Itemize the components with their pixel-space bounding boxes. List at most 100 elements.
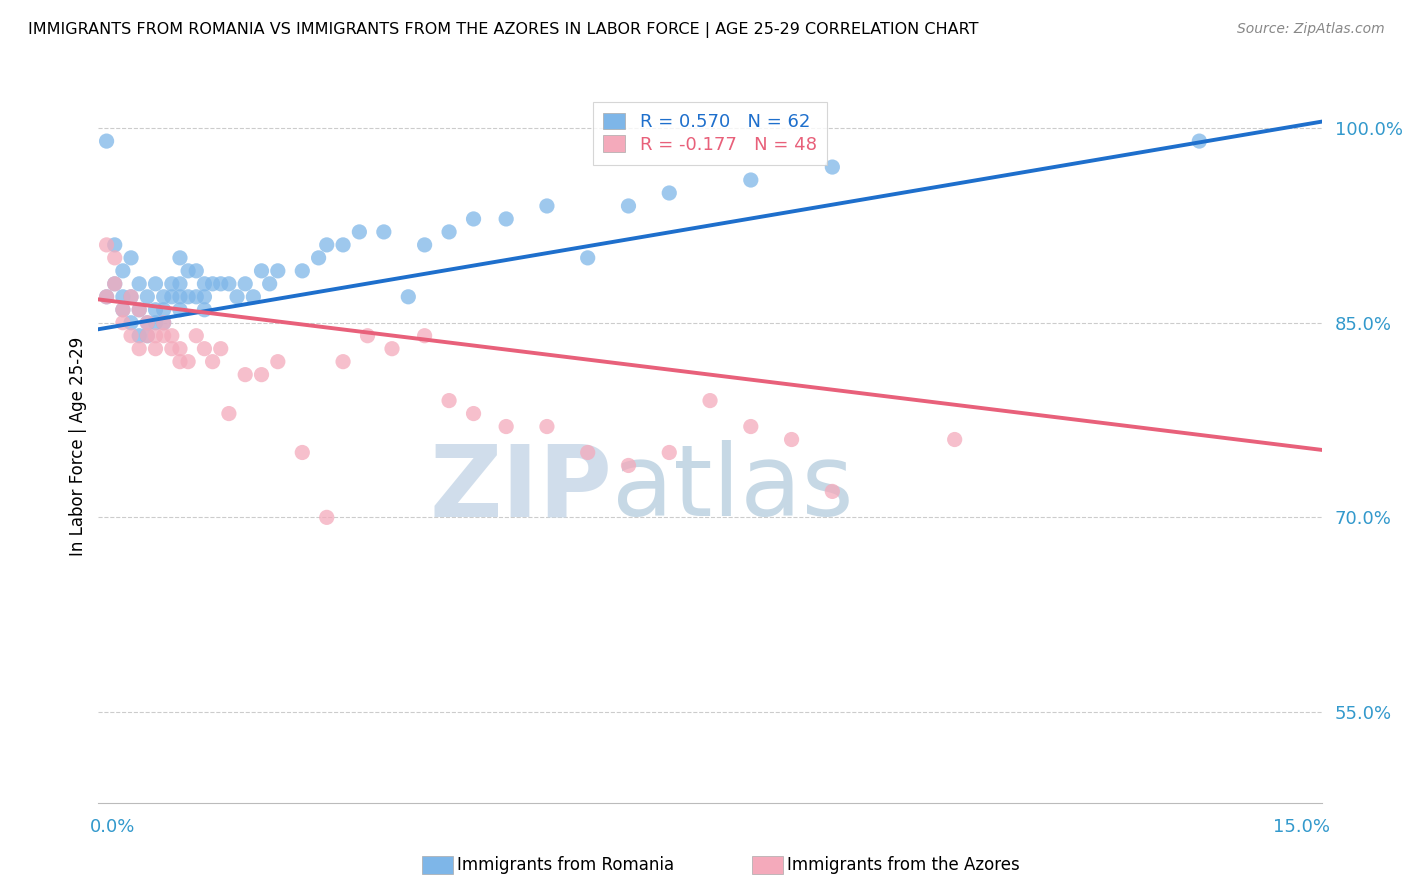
Point: [120, 316, 142, 330]
Point: [576, 445, 599, 459]
Point: [111, 290, 134, 304]
Point: [437, 393, 460, 408]
Point: [160, 342, 183, 356]
Point: [209, 342, 232, 356]
Text: 0.0%: 0.0%: [90, 818, 135, 837]
Text: Immigrants from Romania: Immigrants from Romania: [457, 856, 673, 874]
Point: [193, 290, 215, 304]
Point: [780, 433, 803, 447]
Point: [145, 316, 167, 330]
Point: [128, 277, 150, 291]
Point: [315, 510, 337, 524]
Point: [349, 225, 371, 239]
Y-axis label: In Labor Force | Age 25-29: In Labor Force | Age 25-29: [69, 336, 87, 556]
Text: Source: ZipAtlas.com: Source: ZipAtlas.com: [1237, 22, 1385, 37]
Point: [96, 290, 118, 304]
Point: [495, 211, 517, 226]
Point: [209, 277, 232, 291]
Point: [536, 419, 558, 434]
Point: [226, 290, 249, 304]
Point: [396, 290, 419, 304]
Point: [152, 290, 174, 304]
Text: 15.0%: 15.0%: [1272, 818, 1330, 837]
Point: [169, 290, 191, 304]
Legend: R = 0.570   N = 62, R = -0.177   N = 48: R = 0.570 N = 62, R = -0.177 N = 48: [593, 102, 827, 164]
Point: [145, 342, 167, 356]
Point: [233, 368, 256, 382]
Point: [152, 328, 174, 343]
Point: [821, 160, 844, 174]
Point: [315, 238, 337, 252]
Point: [291, 264, 314, 278]
Point: [136, 328, 159, 343]
Point: [111, 302, 134, 317]
Point: [373, 225, 395, 239]
Point: [381, 342, 404, 356]
Point: [120, 290, 142, 304]
Point: [160, 290, 183, 304]
Point: [128, 302, 150, 317]
Point: [136, 316, 159, 330]
Text: atlas: atlas: [612, 441, 853, 537]
Point: [96, 290, 118, 304]
Point: [96, 134, 118, 148]
Point: [413, 328, 436, 343]
Point: [250, 264, 273, 278]
Point: [177, 354, 200, 368]
Point: [308, 251, 330, 265]
Text: IMMIGRANTS FROM ROMANIA VS IMMIGRANTS FROM THE AZORES IN LABOR FORCE | AGE 25-29: IMMIGRANTS FROM ROMANIA VS IMMIGRANTS FR…: [28, 22, 979, 38]
Point: [356, 328, 378, 343]
Point: [177, 264, 200, 278]
Point: [463, 407, 485, 421]
Point: [218, 277, 240, 291]
Point: [104, 277, 127, 291]
Point: [186, 264, 208, 278]
Point: [152, 316, 174, 330]
Point: [658, 445, 681, 459]
Point: [136, 316, 159, 330]
Point: [186, 328, 208, 343]
Point: [111, 302, 134, 317]
Point: [136, 328, 159, 343]
Point: [193, 302, 215, 317]
Point: [152, 302, 174, 317]
Point: [193, 342, 215, 356]
Point: [169, 302, 191, 317]
Point: [104, 277, 127, 291]
Point: [160, 277, 183, 291]
Point: [145, 328, 167, 343]
Point: [332, 354, 354, 368]
Point: [233, 277, 256, 291]
Point: [128, 342, 150, 356]
Point: [943, 433, 966, 447]
Point: [617, 458, 640, 473]
Point: [201, 277, 224, 291]
Point: [576, 251, 599, 265]
Point: [145, 277, 167, 291]
Point: [740, 419, 762, 434]
Point: [617, 199, 640, 213]
Text: Immigrants from the Azores: Immigrants from the Azores: [787, 856, 1021, 874]
Point: [218, 407, 240, 421]
Point: [267, 354, 290, 368]
Point: [128, 328, 150, 343]
Point: [169, 342, 191, 356]
Point: [128, 302, 150, 317]
Point: [536, 199, 558, 213]
Point: [111, 316, 134, 330]
Point: [740, 173, 762, 187]
Point: [120, 328, 142, 343]
Point: [437, 225, 460, 239]
Point: [169, 354, 191, 368]
Point: [152, 316, 174, 330]
Point: [104, 251, 127, 265]
Point: [169, 277, 191, 291]
Point: [145, 302, 167, 317]
Point: [111, 264, 134, 278]
Point: [495, 419, 517, 434]
Point: [201, 354, 224, 368]
Point: [658, 186, 681, 200]
Point: [104, 238, 127, 252]
Point: [160, 328, 183, 343]
Point: [1188, 134, 1211, 148]
